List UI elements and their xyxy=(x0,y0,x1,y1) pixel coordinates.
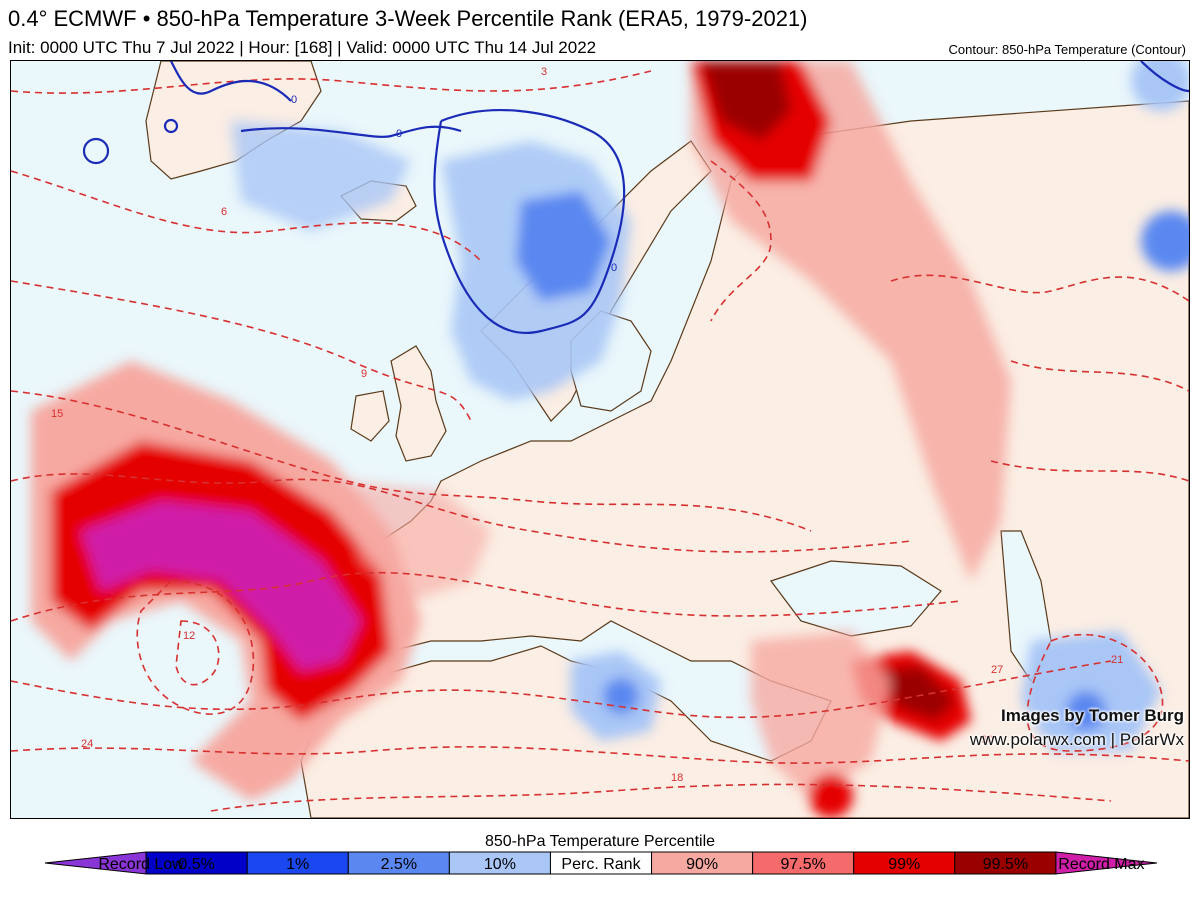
colorbar-labels: Record Low 0.5% 1% 2.5% 10% Perc. Rank 90% 97.5… xyxy=(0,856,1200,880)
contour-label: 30 xyxy=(981,734,993,746)
colorbar-label: 90% xyxy=(686,856,719,873)
contour-line-21 xyxy=(11,660,1112,719)
freezing-contours xyxy=(82,61,1189,334)
contour-line-iran xyxy=(1026,633,1164,752)
freezing-line-iceland xyxy=(240,125,462,138)
contour-line-9 xyxy=(11,280,472,422)
colorbar-segment xyxy=(1055,851,1158,875)
colorbar xyxy=(44,851,1158,875)
freezing-loop-west xyxy=(82,137,110,165)
contour-line-6 xyxy=(11,170,482,262)
warm-anomaly-egypt xyxy=(809,774,853,818)
contour-note: Contour: 850-hPa Temperature (Contour) xyxy=(948,42,1187,57)
contour-label: 6 xyxy=(221,206,227,218)
colorbar-label: Record Low xyxy=(98,856,184,873)
freezing-line-greenland xyxy=(170,61,292,102)
colorbar-label: Perc. Rank xyxy=(561,856,641,873)
map-panel: 0 0 0 3 6 9 12 15 18 21 24 27 30 xyxy=(10,60,1190,819)
contour-label: 0 xyxy=(291,94,297,106)
cold-anomaly-shading xyxy=(231,61,1189,751)
contour-label: 9 xyxy=(361,368,367,380)
contour-line-far-east xyxy=(990,460,1189,482)
credit-author: Images by Tomer Burg xyxy=(1001,706,1184,725)
colorbar-label: 0.5% xyxy=(178,856,215,873)
freezing-loop-greenland xyxy=(163,118,179,134)
credit-website: www.polarwx.com | PolarWx xyxy=(969,730,1184,749)
cold-anomaly-iran xyxy=(1021,631,1161,751)
warm-anomaly-kola-core xyxy=(701,61,791,141)
contour-label: 3 xyxy=(541,66,547,78)
warm-anomaly-iberia-record xyxy=(81,501,361,671)
warm-anomaly-eastmed xyxy=(751,631,891,801)
temperature-contours xyxy=(11,70,1189,812)
contour-line-18 xyxy=(11,571,962,622)
colorbar-label: 97.5% xyxy=(780,856,826,873)
colorbar-label: Record Max xyxy=(1058,856,1145,873)
contour-line-east xyxy=(1010,360,1189,392)
colorbar-label: 10% xyxy=(483,856,516,873)
contour-line-3 xyxy=(11,70,652,94)
cold-anomaly-norway-core xyxy=(516,191,611,301)
contour-line-15-russia xyxy=(890,274,1189,302)
contour-label: 0 xyxy=(396,128,402,140)
colorbar-label: 99.5% xyxy=(982,856,1029,873)
inland-seas xyxy=(358,310,1052,762)
warm-anomaly-turkey-core xyxy=(881,666,956,721)
cold-anomaly-iran-core xyxy=(1066,691,1106,731)
ireland-land xyxy=(350,390,390,442)
contour-label: 27 xyxy=(991,664,1003,676)
contour-line-12a xyxy=(11,390,812,532)
contour-line-27 xyxy=(210,783,1112,812)
contour-labels: 0 0 0 3 6 9 12 15 18 21 24 27 30 xyxy=(51,66,1123,784)
contour-line-atlantic-low-inner xyxy=(175,620,220,686)
contour-label: 24 xyxy=(81,738,93,750)
warm-anomaly-russia-broad xyxy=(691,61,1011,581)
contour-label: 15 xyxy=(51,408,63,420)
contour-line-24 xyxy=(11,746,1189,764)
britain-land xyxy=(390,345,447,462)
cold-anomaly-greenland xyxy=(231,121,411,231)
cold-anomaly-barents xyxy=(1131,61,1189,111)
contour-line-15a xyxy=(11,473,912,553)
warm-anomaly-central-europe xyxy=(341,481,491,601)
contour-line-atlantic-low xyxy=(136,580,255,715)
contour-label: 12 xyxy=(183,630,195,642)
freezing-line-barents xyxy=(1140,61,1189,93)
chart-subtitle: Init: 0000 UTC Thu 7 Jul 2022 | Hour: [1… xyxy=(8,38,597,57)
black-sea xyxy=(770,560,942,637)
warm-anomaly-shading xyxy=(31,61,1011,818)
chart-title: 0.4° ECMWF • 850-hPa Temperature 3-Week … xyxy=(8,6,808,31)
contour-label: 18 xyxy=(671,772,683,784)
colorbar-label: 99% xyxy=(888,856,921,873)
freezing-line-norwegian-sea xyxy=(433,108,626,334)
contour-label: 0 xyxy=(611,262,617,274)
contour-label: 21 xyxy=(1111,654,1123,666)
map-svg: 0 0 0 3 6 9 12 15 18 21 24 27 30 xyxy=(11,61,1189,818)
contour-line-15-kola xyxy=(710,160,772,322)
colorbar-label: 2.5% xyxy=(380,856,418,873)
colorbar-title: 850-hPa Temperature Percentile xyxy=(484,833,716,850)
cold-anomaly-ural xyxy=(1141,211,1189,271)
colorbar-label: 1% xyxy=(286,856,310,873)
